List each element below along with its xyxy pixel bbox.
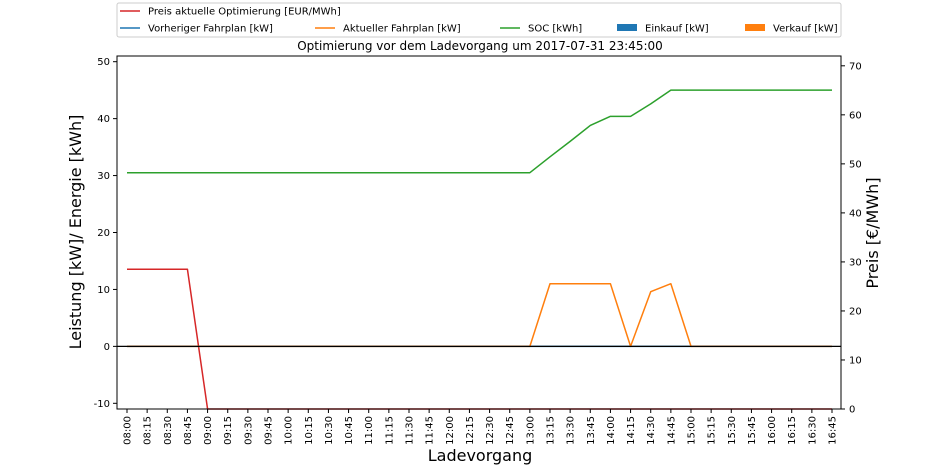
- series-layer: [117, 89, 841, 410]
- y-right-tick-label: 60: [849, 110, 862, 121]
- x-tick-label: 16:15: [787, 416, 798, 445]
- x-tick-label: 08:30: [163, 416, 174, 445]
- x-tick-label: 08:00: [123, 416, 134, 445]
- y-axis-label-right: Preis [€/MWh]: [863, 177, 882, 288]
- x-tick-label: 16:00: [767, 416, 778, 445]
- x-tick-label: 12:00: [445, 416, 456, 445]
- soc-line: [127, 89, 832, 174]
- x-tick-label: 15:30: [727, 416, 738, 445]
- y-tick-label: -10: [94, 399, 110, 410]
- x-tick-label: 15:15: [707, 416, 718, 445]
- chart-title: Optimierung vor dem Ladevorgang um 2017-…: [297, 39, 663, 53]
- legend-label: Einkauf [kW]: [645, 24, 709, 35]
- x-tick-label: 13:30: [566, 416, 577, 445]
- y-tick-label: 40: [97, 114, 110, 125]
- legend: Preis aktuelle Optimierung [EUR/MWh] Vorh…: [116, 2, 842, 38]
- y-right-tick-label: 30: [849, 257, 862, 268]
- x-tick-label: 13:15: [546, 416, 557, 445]
- x-tick-label: 11:15: [384, 416, 395, 445]
- x-axis-label: Ladevorgang: [428, 446, 533, 465]
- x-tick-label: 10:00: [284, 416, 295, 445]
- legend-label: Preis aktuelle Optimierung [EUR/MWh]: [148, 7, 341, 18]
- y-right-tick-label: 0: [849, 405, 855, 416]
- x-tick-label: 10:15: [304, 416, 315, 445]
- y-axis-label: Leistung [kW]/ Energie [kWh]: [66, 115, 85, 350]
- legend-swatch: [745, 24, 765, 31]
- y-tick-label: 50: [97, 57, 110, 68]
- plot-frame: [116, 55, 842, 410]
- axes: -10 0 10 20 30 40 50 0 10 20 30 40 50 60 70 08:00 08:15 0…: [94, 55, 862, 445]
- y-right-tick-label: 40: [849, 208, 862, 219]
- price-line: [127, 268, 832, 410]
- x-tick-label: 08:15: [143, 416, 154, 445]
- x-tick-label: 11:45: [425, 416, 436, 445]
- x-tick-label: 11:30: [405, 416, 416, 445]
- y-tick-label: 20: [97, 228, 110, 239]
- x-tick-label: 12:30: [485, 416, 496, 445]
- x-tick-label: 15:00: [687, 416, 698, 445]
- legend-label: Vorheriger Fahrplan [kW]: [148, 24, 273, 35]
- current-schedule-line: [127, 282, 832, 348]
- x-tick-label: 15:45: [747, 416, 758, 445]
- y-tick-label: 10: [97, 285, 110, 296]
- x-tick-label: 11:00: [364, 416, 375, 445]
- y-right-tick-label: 10: [849, 355, 862, 366]
- y-right-tick-label: 70: [849, 61, 862, 72]
- x-tick-label: 14:45: [666, 416, 677, 445]
- x-tick-label: 14:30: [646, 416, 657, 445]
- x-tick-label: 09:30: [243, 416, 254, 445]
- legend-swatch: [617, 24, 637, 31]
- x-tick-label: 10:45: [344, 416, 355, 445]
- legend-label: SOC [kWh]: [528, 24, 582, 35]
- x-tick-label: 10:30: [324, 416, 335, 445]
- x-tick-label: 14:15: [626, 416, 637, 445]
- x-tick-label: 09:45: [264, 416, 275, 445]
- x-tick-label: 08:45: [183, 416, 194, 445]
- y-tick-label: 0: [104, 342, 110, 353]
- x-tick-label: 13:45: [586, 416, 597, 445]
- legend-label: Aktueller Fahrplan [kW]: [343, 24, 461, 35]
- x-tick-label: 14:00: [606, 416, 617, 445]
- legend-label: Verkauf [kW]: [773, 24, 838, 35]
- x-tick-label: 12:45: [505, 416, 516, 445]
- x-tick-label: 16:30: [807, 416, 818, 445]
- x-tick-label: 12:15: [465, 416, 476, 445]
- x-tick-label: 13:00: [525, 416, 536, 445]
- y-right-tick-label: 20: [849, 306, 862, 317]
- x-tick-label: 09:15: [223, 416, 234, 445]
- y-right-tick-label: 50: [849, 159, 862, 170]
- y-tick-label: 30: [97, 171, 110, 182]
- x-tick-label: 09:00: [203, 416, 214, 445]
- x-tick-label: 16:45: [828, 416, 839, 445]
